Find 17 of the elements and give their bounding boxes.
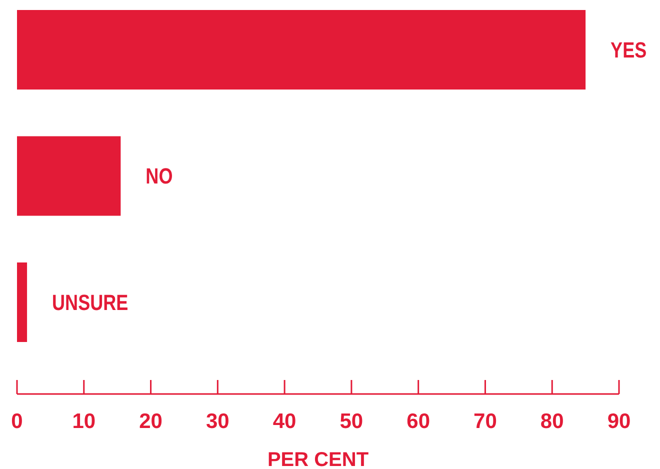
bar [17, 136, 121, 216]
x-tick-label: 90 [607, 410, 631, 433]
x-tick-label: 30 [206, 410, 230, 433]
x-tick-label: 10 [72, 410, 96, 433]
bar [17, 262, 28, 342]
x-axis-title: PER CENT [267, 449, 369, 469]
y-tick-label: UNSURE [52, 291, 128, 316]
x-tick-label: 80 [540, 410, 564, 433]
x-tick-label: 70 [474, 410, 497, 433]
y-tick-label: YES [610, 38, 647, 63]
x-tick-label: 0 [11, 410, 23, 433]
x-tick-label: 40 [272, 410, 296, 433]
x-tick-label: 60 [406, 410, 430, 433]
x-tick-label: 20 [139, 410, 162, 433]
y-tick-label: NO [146, 165, 173, 190]
bar [17, 10, 586, 90]
x-tick-label: 50 [340, 410, 364, 433]
